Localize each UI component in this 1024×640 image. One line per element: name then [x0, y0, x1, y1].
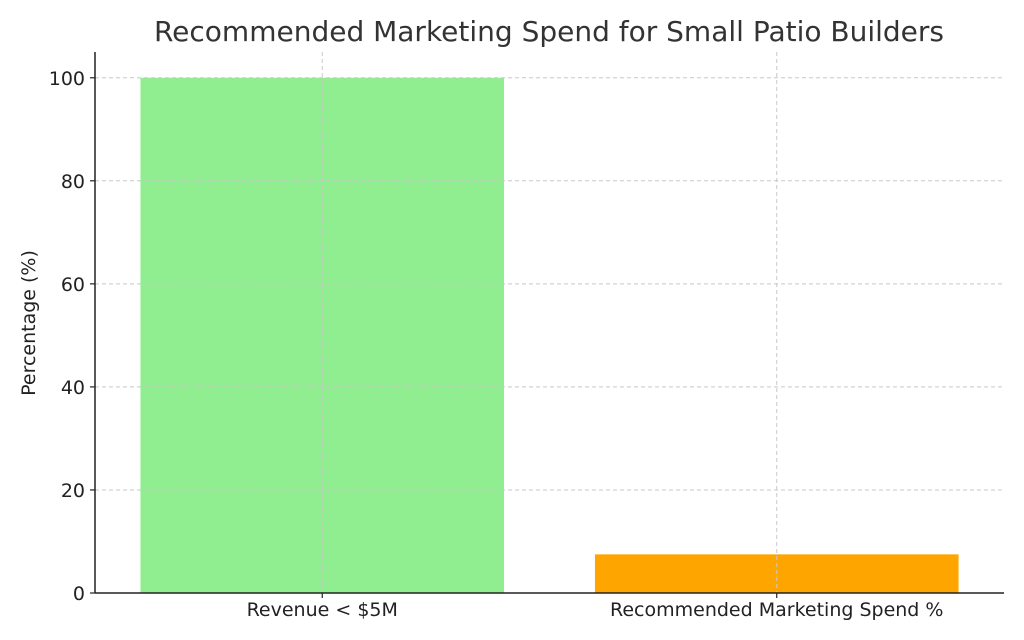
axes [94, 52, 1004, 594]
y-tick-label: 100 [49, 68, 85, 90]
bars [140, 77, 959, 593]
x-tick-label: Revenue < $5M [247, 599, 398, 621]
x-tick-label: Recommended Marketing Spend % [610, 599, 943, 621]
chart-title: Recommended Marketing Spend for Small Pa… [154, 15, 944, 48]
tick-labels: 0 20 40 60 80 100 Revenue < $5M Recommended Mar… [49, 68, 944, 621]
y-tick-label: 40 [61, 377, 85, 399]
y-axis-label: Percentage (%) [18, 250, 40, 396]
y-tick-label: 0 [73, 583, 85, 605]
y-tick-label: 20 [61, 480, 85, 502]
y-tick-label: 80 [61, 171, 85, 193]
grid-lines [95, 52, 1004, 593]
y-tick-label: 60 [61, 274, 85, 296]
